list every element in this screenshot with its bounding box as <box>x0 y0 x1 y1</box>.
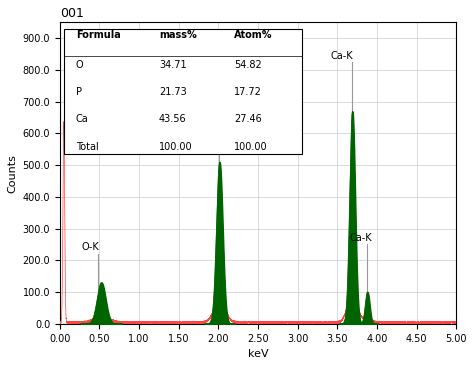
Text: 100.00: 100.00 <box>234 142 268 152</box>
Text: 17.72: 17.72 <box>234 87 262 97</box>
Text: P-K: P-K <box>208 133 224 143</box>
Text: Total: Total <box>76 142 99 152</box>
Text: P: P <box>76 87 82 97</box>
Text: O-K: O-K <box>81 242 99 253</box>
Y-axis label: Counts: Counts <box>7 154 17 193</box>
X-axis label: keV: keV <box>248 349 268 359</box>
Text: 100.00: 100.00 <box>159 142 192 152</box>
Text: mass%: mass% <box>159 30 197 40</box>
Text: 001: 001 <box>60 7 84 20</box>
Text: 54.82: 54.82 <box>234 60 262 70</box>
Text: O: O <box>76 60 83 70</box>
Text: Ca-K: Ca-K <box>350 233 373 243</box>
Bar <box>64 29 301 154</box>
Text: Ca-K: Ca-K <box>330 51 353 60</box>
Text: Atom%: Atom% <box>234 30 273 40</box>
Text: Formula: Formula <box>76 30 120 40</box>
Text: 43.56: 43.56 <box>159 115 187 124</box>
Text: Ca: Ca <box>76 115 89 124</box>
Text: 21.73: 21.73 <box>159 87 187 97</box>
Text: 34.71: 34.71 <box>159 60 187 70</box>
Text: 27.46: 27.46 <box>234 115 262 124</box>
